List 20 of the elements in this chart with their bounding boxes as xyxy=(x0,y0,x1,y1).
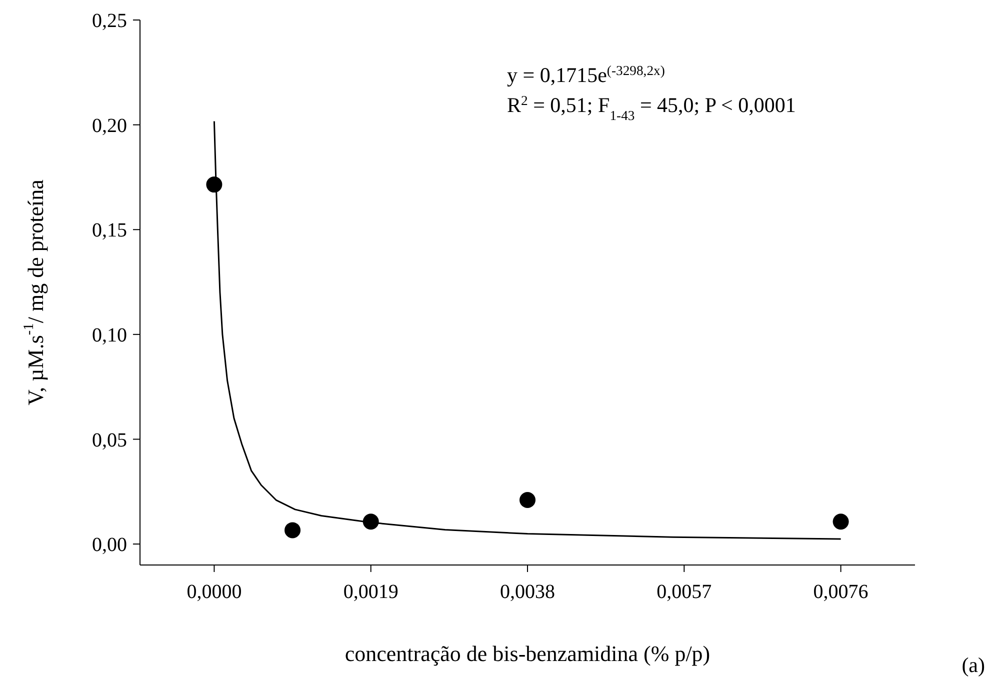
point xyxy=(832,514,849,530)
point xyxy=(206,176,222,193)
point xyxy=(520,492,536,508)
x-axis-title: concentração de bis-benzamidina (% p/p) xyxy=(344,641,710,666)
x-tick-label: 0,0076 xyxy=(813,581,868,604)
y-tick-label: 0,05 xyxy=(92,429,127,452)
y-tick-label: 0,10 xyxy=(92,324,127,347)
annotation: R$^{2}$ = 0,51; F$_{1-43}$ = 45,0; P < 0,0001 xyxy=(507,92,796,122)
x-tick-label: 0,0038 xyxy=(500,581,555,604)
text: (a) xyxy=(962,653,985,677)
y-tick-label: 0,20 xyxy=(92,114,127,137)
y-tick-label: 0,00 xyxy=(92,534,127,556)
x-tick-label: 0,0057 xyxy=(656,581,712,604)
y-tick-label: 0,15 xyxy=(92,220,127,242)
y-tick-label: 0,25 xyxy=(92,10,127,32)
x-tick-label: 0,0019 xyxy=(343,581,398,604)
x-tick-label: 0,0000 xyxy=(186,581,242,604)
annotation: y = 0,1715e$^{(-3298,2x)}$ xyxy=(507,62,665,87)
point xyxy=(362,514,379,530)
point xyxy=(284,522,301,538)
